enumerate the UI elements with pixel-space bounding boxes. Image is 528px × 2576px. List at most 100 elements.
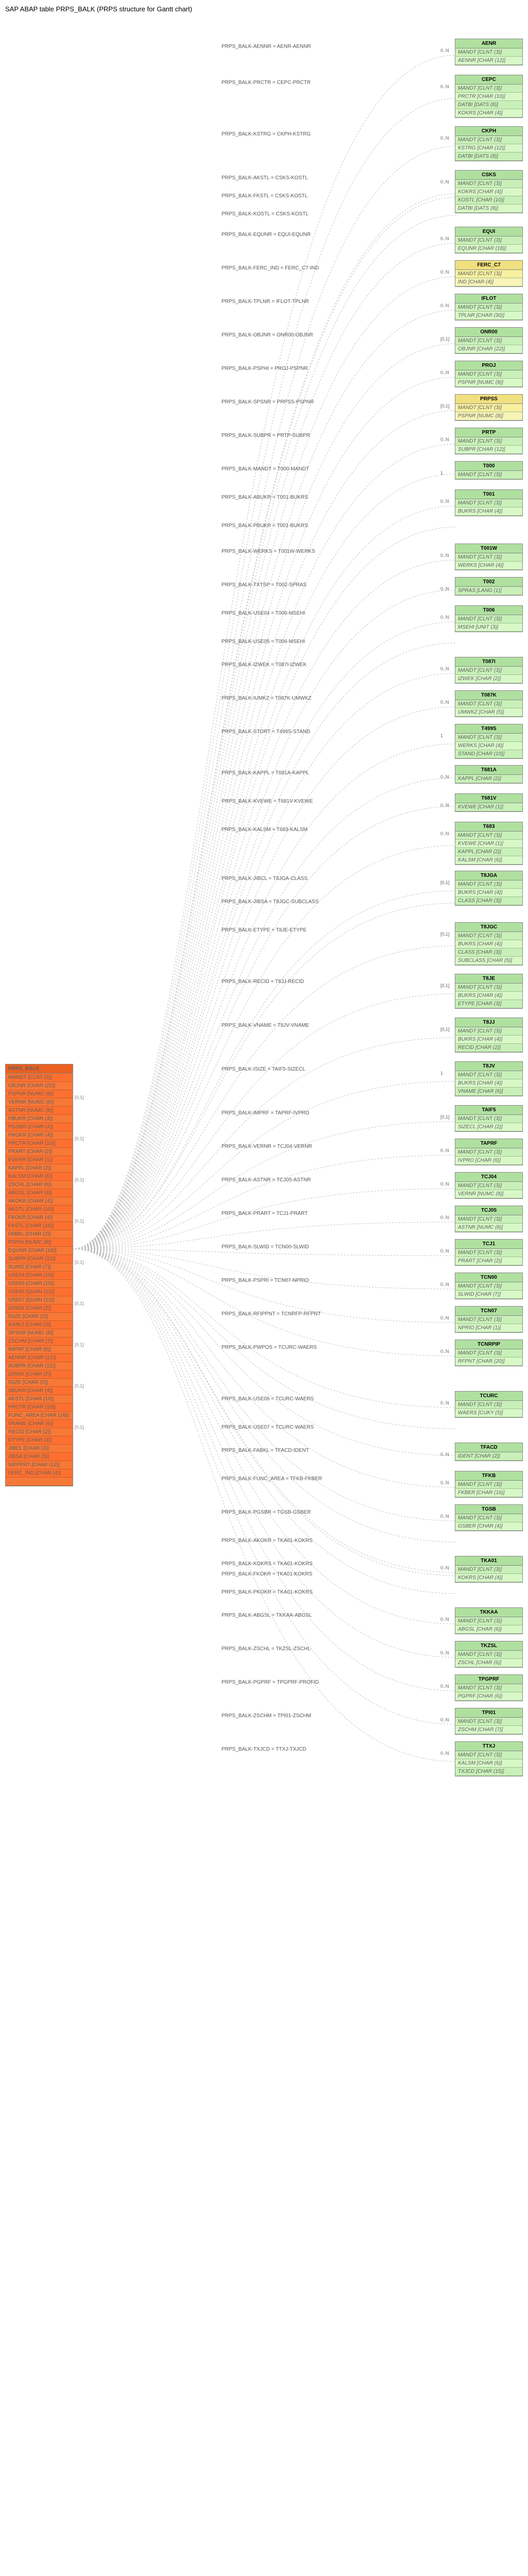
cardinality-label: 0..N <box>440 1684 449 1689</box>
edge-label: PRPS_BALK-PWPOS = TCURC-WAERS <box>222 1345 317 1350</box>
target-row: MANDT [CLNT (3)] <box>455 180 522 188</box>
root-row: FKOKR [CHAR (4)] <box>6 1214 73 1222</box>
root-row: IZWEK [CHAR (2)] <box>6 1370 73 1379</box>
root-row: ZSCHL [CHAR (6)] <box>6 1181 73 1189</box>
edge-label: PRPS_BALK-USE06 = TCURC-WAERS <box>222 1396 314 1402</box>
target-row: IND [CHAR (4)] <box>455 278 522 286</box>
root-cardinality: [0,1] <box>75 1136 84 1141</box>
target-header: TCN00 <box>455 1273 522 1282</box>
target-table-prtp: PRTPMANDT [CLNT (3)]SUBPR [CHAR (12)] <box>455 428 523 454</box>
target-table-tka01: TKA01MANDT [CLNT (3)]KOKRS [CHAR (4)] <box>455 1556 523 1583</box>
cardinality-label: [0,1] <box>440 403 450 409</box>
target-table-t001: T001MANDT [CLNT (3)]BUKRS [CHAR (4)] <box>455 489 523 516</box>
target-table-t8je: T8JEMANDT [CLNT (3)]BUKRS [CHAR (4)]ETYP… <box>455 974 523 1009</box>
cardinality-label: 1 <box>440 733 443 738</box>
target-row: MANDT [CLNT (3)] <box>455 370 522 379</box>
edge-label: PRPS_BALK-PGPRF = TPGPRF-PROFID <box>222 1680 319 1685</box>
target-row: CLASS [CHAR (3)] <box>455 948 522 957</box>
root-cardinality: [0,1] <box>75 1177 84 1182</box>
target-table-tpi01: TPI01MANDT [CLNT (3)]ZSCHM [CHAR (7)] <box>455 1708 523 1735</box>
edge-label: PRPS_BALK-SUBPR = PRTP-SUBPR <box>222 433 310 438</box>
target-header: T681A <box>455 766 522 775</box>
target-table-t006: T006MANDT [CLNT (3)]MSEHI [UNIT (3)] <box>455 605 523 632</box>
root-table: PRPS_BALK MANDT [CLNT (3)]OBJNR [CHAR (2… <box>5 1064 73 1486</box>
edge-label: PRPS_BALK-FUNC_AREA = TFKB-FKBER <box>222 1476 322 1482</box>
target-header: TGSB <box>455 1505 522 1514</box>
target-row: WAERS [CUKY (5)] <box>455 1409 522 1417</box>
target-row: SUBCLASS [CHAR (5)] <box>455 957 522 965</box>
cardinality-label: 0..N <box>440 1480 449 1485</box>
target-table-t499s: T499SMANDT [CLNT (3)]WERKS [CHAR (4)]STA… <box>455 724 523 759</box>
root-row: JIBSA [CHAR (5)] <box>6 1453 73 1461</box>
target-header: TCJ04 <box>455 1173 522 1182</box>
edge-label: PRPS_BALK-RFIPPNT = TCNRFP-RFPNT <box>222 1311 321 1317</box>
target-table-t681a: T681AKAPPL [CHAR (2)] <box>455 765 523 784</box>
cardinality-label: 0..N <box>440 303 449 308</box>
edge-label-secondary: PRPS_BALK-PBUKR = T001-BUKRS <box>222 523 308 529</box>
target-table-taprf: TAPRFMANDT [CLNT (3)]IVPRO [CHAR (6)] <box>455 1139 523 1165</box>
target-row: MANDT [CLNT (3)] <box>455 1115 522 1123</box>
root-row: SPSNR [NUMC (8)] <box>6 1329 73 1337</box>
target-row: RECID [CHAR (2)] <box>455 1044 522 1052</box>
target-header: T001 <box>455 490 522 499</box>
target-row: UMWKZ [CHAR (5)] <box>455 708 522 717</box>
target-row: MANDT [CLNT (3)] <box>455 1071 522 1079</box>
target-header: TCURC <box>455 1392 522 1401</box>
target-row: MANDT [CLNT (3)] <box>455 1182 522 1190</box>
cardinality-label: 0..N <box>440 803 449 808</box>
cardinality-label: 0..N <box>440 1315 449 1320</box>
root-row: USE04 [CHAR (10)] <box>6 1272 73 1280</box>
cardinality-label: 0..N <box>440 269 449 275</box>
target-header: PRPSS <box>455 395 522 404</box>
target-row: MANDT [CLNT (3)] <box>455 236 522 245</box>
root-row: PRART [CHAR (2)] <box>6 1148 73 1156</box>
root-row: IMPRF [CHAR (8)] <box>6 1346 73 1354</box>
target-table-tcurc: TCURCMANDT [CLNT (3)]WAERS [CUKY (5)] <box>455 1391 523 1418</box>
root-row: MANDT [CLNT (3)] <box>6 1074 73 1082</box>
target-row: BUKRS [CHAR (4)] <box>455 1036 522 1044</box>
target-row: VNAME [CHAR (6)] <box>455 1088 522 1096</box>
target-row: DATBI [DATS (8)] <box>455 101 522 109</box>
target-header: TCN07 <box>455 1307 522 1316</box>
target-row: KOSTL [CHAR (10)] <box>455 196 522 205</box>
target-row: TXJCD [CHAR (15)] <box>455 1768 522 1776</box>
root-row: ZSCHM [CHAR (7)] <box>6 1337 73 1346</box>
target-row: MANDT [CLNT (3)] <box>455 471 522 479</box>
cardinality-label: 0..N <box>440 437 449 442</box>
edge-label: PRPS_BALK-ISIZE = TAIF5-SIZECL <box>222 1066 305 1072</box>
target-header: T8JE <box>455 974 522 984</box>
root-row: USE05 [CHAR (10)] <box>6 1280 73 1288</box>
root-row: PBUKR [CHAR (4)] <box>6 1115 73 1123</box>
target-table-t8jj: T8JJMANDT [CLNT (3)]BUKRS [CHAR (4)]RECI… <box>455 1018 523 1053</box>
target-table-t8jgc: T8JGCMANDT [CLNT (3)]BUKRS [CHAR (4)]CLA… <box>455 922 523 965</box>
edge-label: PRPS_BALK-SLWID = TCN00-SLWID <box>222 1244 309 1250</box>
cardinality-label: 0..N <box>440 499 449 504</box>
target-row: MANDT [CLNT (3)] <box>455 1316 522 1324</box>
target-row: MANDT [CLNT (3)] <box>455 667 522 675</box>
cardinality-label: [0,1] <box>440 1114 450 1120</box>
root-cardinality: [0,1] <box>75 1095 84 1100</box>
root-row: KAPPL [CHAR (2)] <box>6 1164 73 1173</box>
target-row: MANDT [CLNT (3)] <box>455 984 522 992</box>
target-row: DATBI [DATS (8)] <box>455 205 522 213</box>
target-table-tkkaa: TKKAAMANDT [CLNT (3)]ABGSL [CHAR (6)] <box>455 1607 523 1634</box>
target-row: AENNR [CHAR (12)] <box>455 57 522 65</box>
edge-label: PRPS_BALK-PSPHI = PROJ-PSPNR <box>222 366 308 371</box>
edge-label: PRPS_BALK-KAPPL = T681A-KAPPL <box>222 770 309 776</box>
edge-label: PRPS_BALK-ABGSL = TKKAA-ABGSL <box>222 1613 312 1618</box>
edge-label-secondary: PRPS_BALK-USE07 = TCURC-WAERS <box>222 1425 314 1430</box>
root-row: AENNR [CHAR (12)] <box>6 1354 73 1362</box>
cardinality-label: 0..N <box>440 135 449 141</box>
target-header: T8JV <box>455 1062 522 1071</box>
edge-label: PRPS_BALK-SPSNR = PRPSS-PSPNR <box>222 399 314 405</box>
target-header: TFKB <box>455 1471 522 1481</box>
root-row: PRCTR [CHAR (10)] <box>6 1403 73 1412</box>
cardinality-label: 0..N <box>440 1565 449 1570</box>
edge-label: PRPS_BALK-KSTRG = CKPH-KSTRG <box>222 131 311 137</box>
target-row: MANDT [CLNT (3)] <box>455 1751 522 1759</box>
edge-label: PRPS_BALK-PRCTR = CEPC-PRCTR <box>222 80 311 86</box>
target-row: BUKRS [CHAR (4)] <box>455 940 522 948</box>
root-row: USE06 [QUAN (13)] <box>6 1288 73 1296</box>
target-row: MANDT [CLNT (3)] <box>455 1215 522 1224</box>
cardinality-label: 0..N <box>440 1181 449 1187</box>
